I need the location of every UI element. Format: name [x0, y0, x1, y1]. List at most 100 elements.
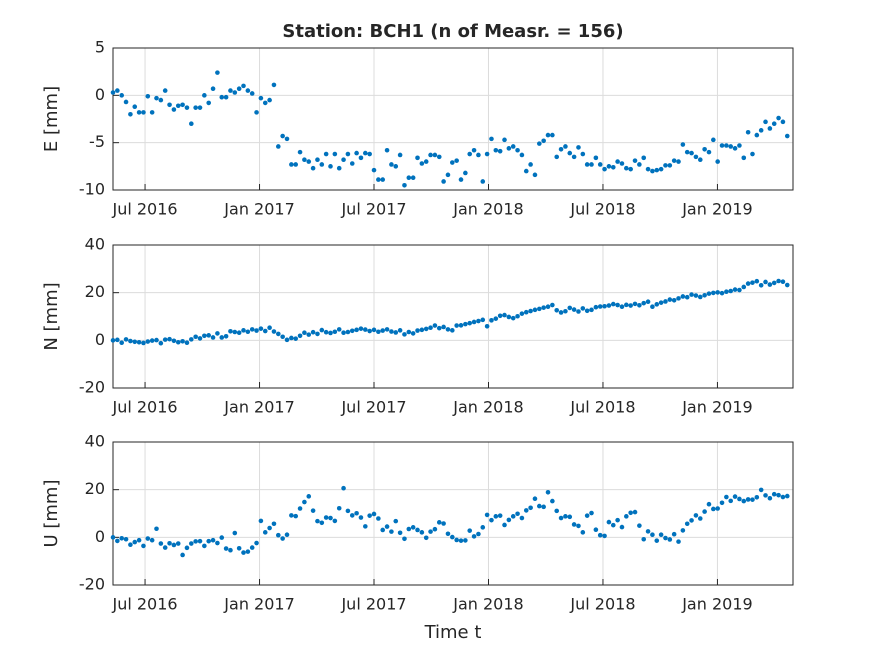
data-point	[210, 537, 216, 543]
data-point	[241, 550, 246, 555]
data-point	[410, 175, 416, 180]
data-point	[415, 328, 420, 333]
data-point	[293, 336, 299, 341]
data-point	[571, 522, 577, 527]
data-point	[293, 513, 299, 519]
data-point	[450, 534, 455, 540]
data-point	[624, 514, 629, 519]
chart-title: Station: BCH1 (n of Measr. = 156)	[282, 21, 623, 42]
data-point	[115, 337, 120, 343]
data-point	[363, 327, 368, 332]
data-point	[558, 515, 564, 521]
data-point	[519, 515, 525, 521]
data-point	[358, 326, 364, 331]
data-point	[423, 159, 429, 164]
data-point	[454, 537, 459, 543]
data-point	[167, 336, 172, 342]
x-tick-label: Jan 2018	[452, 398, 523, 417]
data-point	[628, 510, 633, 516]
data-point	[563, 144, 568, 149]
data-point	[232, 90, 238, 95]
data-point	[428, 529, 433, 534]
data-point	[563, 308, 568, 314]
data-point	[628, 303, 633, 308]
data-point	[784, 282, 790, 288]
axes-frame	[112, 47, 794, 191]
data-point	[576, 523, 581, 529]
data-point	[471, 534, 477, 539]
data-point	[289, 162, 294, 167]
data-point	[267, 325, 272, 331]
data-point	[406, 175, 412, 180]
data-point	[741, 284, 747, 290]
data-point	[711, 506, 716, 512]
data-point	[554, 154, 560, 160]
data-point	[323, 329, 329, 335]
data-point	[236, 330, 242, 336]
data-point	[702, 292, 707, 298]
data-point	[680, 294, 686, 299]
y-axis-label: E [mm]	[41, 86, 62, 152]
data-point	[389, 529, 394, 534]
data-point	[454, 323, 459, 328]
data-point	[410, 331, 416, 336]
data-point	[615, 159, 620, 164]
data-point	[358, 155, 364, 161]
data-point	[363, 150, 368, 156]
data-point	[349, 161, 355, 166]
data-point	[697, 516, 703, 521]
data-point	[384, 524, 390, 529]
data-point	[328, 164, 333, 169]
data-point	[528, 308, 533, 314]
data-point	[754, 494, 760, 500]
data-point	[584, 513, 590, 518]
data-point	[763, 119, 768, 125]
data-point	[289, 513, 294, 518]
data-point	[519, 152, 525, 158]
data-point	[306, 332, 312, 337]
data-point	[571, 154, 577, 160]
data-point	[258, 326, 264, 331]
data-point	[489, 318, 494, 323]
data-point	[554, 508, 560, 514]
data-point	[606, 519, 612, 525]
data-point	[650, 304, 655, 310]
data-point	[271, 329, 277, 334]
x-tick-label: Jul 2017	[340, 200, 406, 219]
x-tick-label: Jul 2017	[340, 595, 406, 614]
data-point	[428, 325, 433, 331]
data-point	[658, 300, 664, 305]
data-point	[750, 280, 755, 285]
data-point	[689, 292, 694, 297]
data-point	[267, 525, 272, 531]
data-point	[367, 151, 372, 157]
data-point	[502, 312, 507, 318]
data-point	[715, 506, 720, 511]
data-point	[750, 151, 755, 157]
data-point	[728, 288, 734, 294]
data-point	[219, 335, 225, 340]
data-point	[697, 294, 703, 300]
data-point	[249, 327, 255, 332]
data-point	[593, 527, 599, 533]
data-point	[384, 327, 390, 332]
data-point	[624, 302, 629, 308]
data-point	[349, 513, 355, 518]
data-point	[389, 162, 394, 167]
data-point	[619, 524, 625, 530]
y-tick-label: -10	[79, 180, 105, 199]
data-point	[223, 94, 229, 100]
data-point	[393, 330, 399, 335]
data-point	[780, 279, 786, 285]
data-point	[123, 99, 129, 105]
data-point	[119, 340, 125, 346]
data-point	[697, 157, 703, 163]
data-point	[667, 163, 673, 168]
data-point	[210, 86, 216, 92]
data-point	[219, 94, 225, 100]
data-point	[141, 110, 146, 115]
data-point	[597, 162, 603, 167]
data-point	[719, 290, 725, 296]
data-point	[132, 104, 138, 109]
data-point	[215, 540, 220, 546]
